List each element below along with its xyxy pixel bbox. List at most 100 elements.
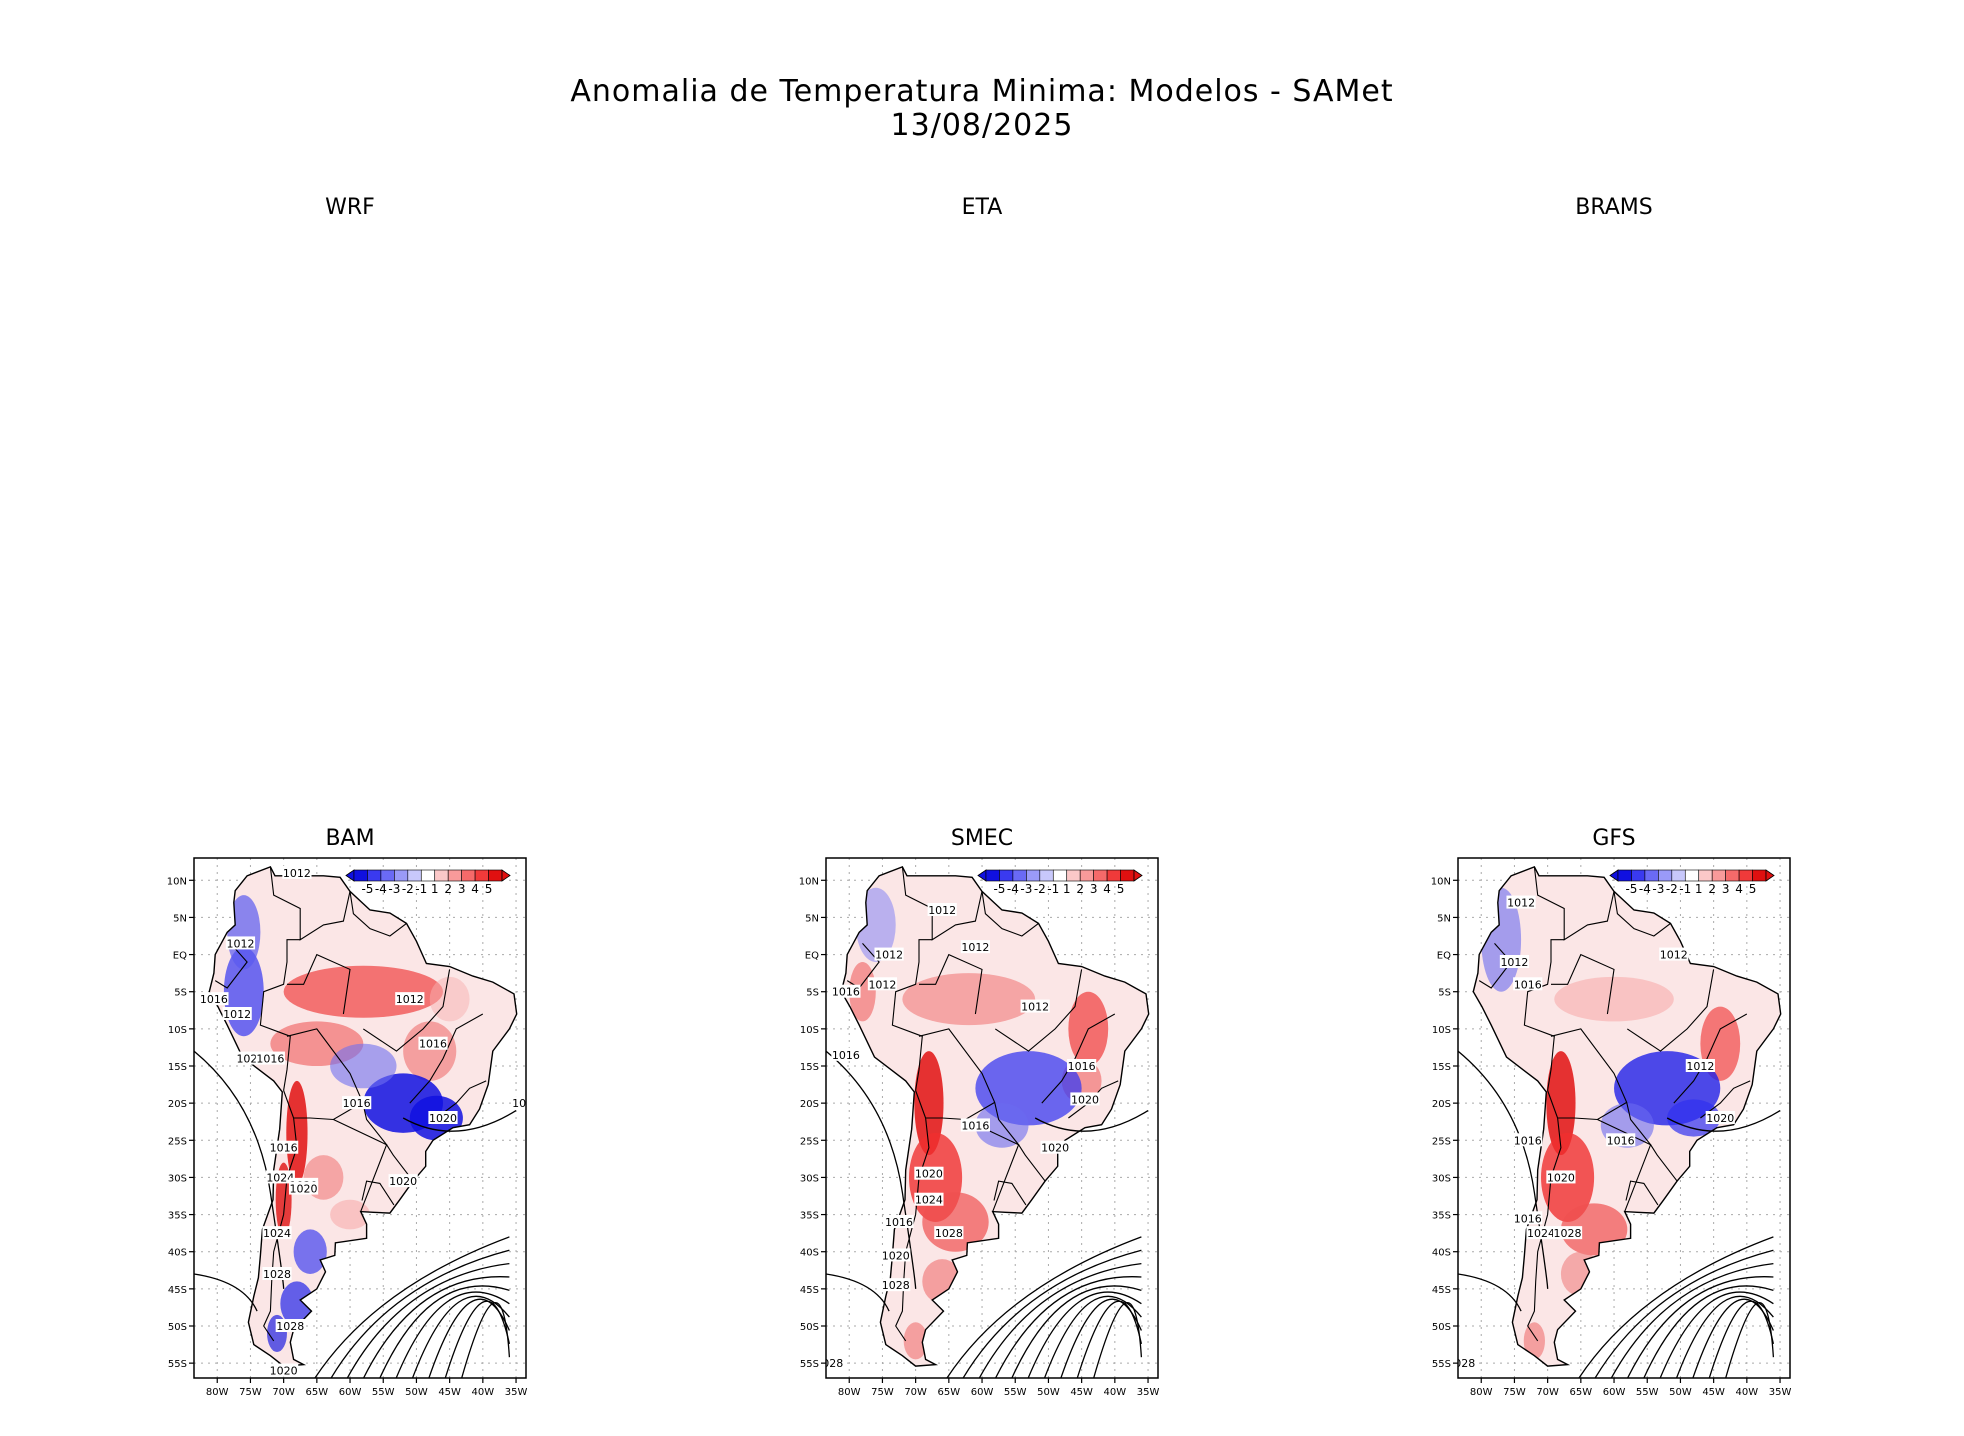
colorbar-label: 4 [471,882,479,896]
lat-tick-label: 50S [800,1322,819,1333]
isobar-label: 1028 [882,1279,910,1292]
lat-tick-label: 20S [168,1099,187,1110]
colorbar-label: 3 [1722,882,1730,896]
colorbar-label: 4 [1103,882,1111,896]
isobar-label: 1028 [1447,1357,1475,1370]
colorbar-label: -2 [1666,882,1678,896]
lon-tick-label: 35W [1137,1387,1160,1398]
colorbar-swatch [353,869,368,882]
lon-tick-label: 35W [1769,1387,1792,1398]
isobar-label-bg [275,1319,305,1332]
isobar-line [395,1291,510,1378]
isobar-line [1666,1110,1781,1132]
colorbar-swatch [1684,869,1700,882]
isobar-label-bg [1685,1059,1715,1072]
colorbar-swatch [1039,869,1054,882]
lat-tick-label: 40S [168,1248,187,1259]
isobar-label-bg [1513,977,1543,991]
isobar-label: 1028 [263,1268,291,1281]
figure-date: 13/08/2025 [890,108,1074,143]
country-border [1650,1144,1678,1182]
isobar-label: 1012 [868,978,896,991]
colorbar-label: 5 [485,882,493,896]
colorbar-swatch [1725,869,1740,882]
isobar-label-bg [1546,1170,1576,1184]
figure-title: Anomalia de Temperatura Minima: Modelos … [570,74,1394,109]
isobar-label-bg [960,940,990,954]
colorbar-arrow-high [1765,869,1775,882]
colorbar-label: -5 [993,882,1005,896]
isobar-label: 1016 [1068,1060,1096,1073]
isobar-line [402,1110,517,1132]
country-border [1550,1028,1652,1146]
colorbar-swatch [1079,869,1094,882]
isobar-label: 1028 [1554,1227,1582,1240]
anomaly-patch [1523,1322,1545,1360]
lat-tick-label: 25S [168,1136,187,1147]
anomaly-patch [1667,1099,1721,1137]
isobar-line [1578,1236,1774,1378]
isobar-label: 1020 [915,1168,943,1181]
anomaly-patch [330,1043,397,1089]
lat-tick-label: 25S [1432,1136,1451,1147]
country-border [362,969,451,1052]
colorbar-swatch [461,869,476,882]
lat-tick-label: 45S [168,1285,187,1296]
anomaly-patch [902,973,1036,1026]
lat-tick-label: EQ [173,951,187,962]
isobar-label: 1012 [1021,1001,1049,1014]
isobar-line [194,1273,258,1312]
isobar-label-bg [395,992,425,1006]
colorbar-arrow-high [1133,869,1143,882]
lat-tick-label: 20S [1432,1099,1451,1110]
isobar-label: 1016 [961,1119,989,1132]
isobar-label-bg [1513,1133,1543,1147]
isobar-label-bg [927,903,957,916]
colorbar-label: 2 [444,882,452,896]
colorbar-label: 4 [1735,882,1743,896]
colorbar-label: 3 [1090,882,1098,896]
lon-tick-label: 55W [1004,1387,1027,1398]
country-border [919,953,983,1015]
isobar-label: 1020 [290,1183,318,1196]
lon-tick-label: 65W [938,1387,961,1398]
country-border [901,866,983,941]
anomaly-patch [296,1348,324,1364]
lat-tick-label: 10N [1431,876,1451,887]
lon-tick-label: 75W [871,1387,894,1398]
lat-tick-label: 5S [174,988,187,999]
lon-tick-label: 50W [405,1387,428,1398]
lat-tick-label: 50S [168,1322,187,1333]
colorbar-swatch [407,869,422,882]
lat-tick-label: 35S [1432,1211,1451,1222]
colorbar-label: 5 [1117,882,1125,896]
isobar-label-bg [881,1278,911,1292]
lon-tick-label: 60W [971,1387,994,1398]
isobar-label-bg [1705,1111,1735,1124]
isobar-label-bg [342,1096,372,1110]
country-border [891,939,933,1091]
anomaly-patch [286,1080,308,1185]
colorbar-swatch [1120,869,1135,882]
isobar-label-bg [1070,1092,1100,1106]
lon-tick-label: 50W [1037,1387,1060,1398]
isobar-label-bg [222,1007,252,1020]
lat-tick-label: 15S [1432,1062,1451,1073]
isobar-label-bg [1506,895,1536,909]
lon-tick-label: 55W [1636,1387,1659,1398]
lat-tick-label: 5S [1438,988,1451,999]
colorbar-swatch [985,869,1000,882]
lon-tick-label: 55W [372,1387,395,1398]
colorbar-label: -4 [1007,882,1019,896]
colorbar-label: 2 [1076,882,1084,896]
isobar-label-bg [826,1356,844,1370]
isobar-label: 1024 [263,1227,291,1240]
isobar-line [428,1298,510,1378]
colorbar-swatch [1671,869,1686,882]
map-frame [193,857,527,1379]
country-border [1551,953,1615,1015]
isobar-label-bg [1659,947,1689,961]
colorbar-swatch [1752,869,1767,882]
lat-tick-label: 45S [800,1285,819,1296]
anomaly-patch [330,1199,370,1230]
